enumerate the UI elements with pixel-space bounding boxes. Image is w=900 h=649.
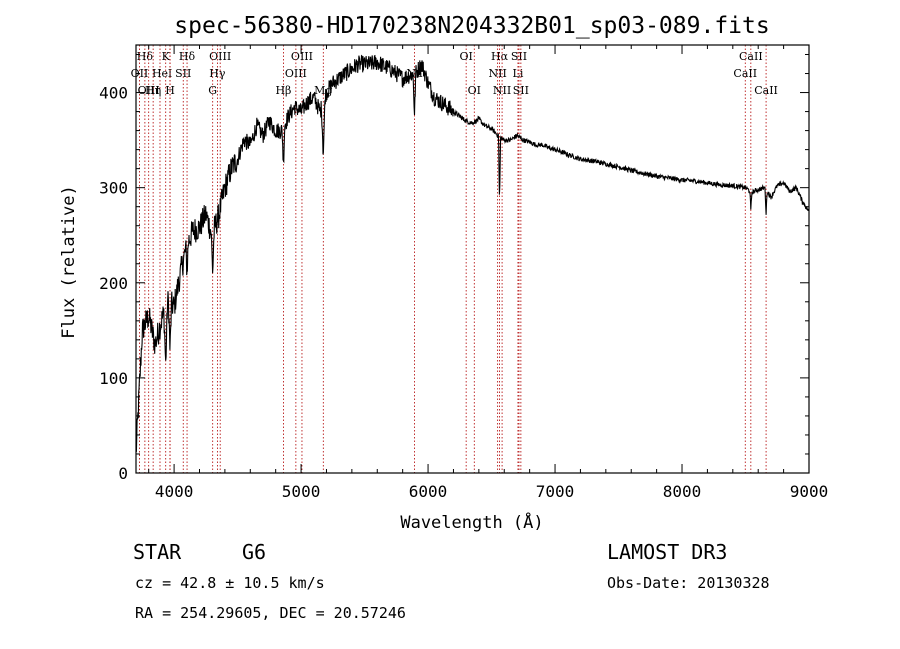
y-tick-label-2: 200: [99, 274, 128, 293]
marker-label-11: Hγ: [209, 67, 226, 80]
coordinates: RA = 254.29605, DEC = 20.57246: [135, 604, 406, 622]
object-subclass: G6: [242, 540, 267, 564]
observation-date: Obs-Date: 20130328: [607, 574, 770, 592]
y-tick-label-4: 400: [99, 84, 128, 103]
plot-frame: [135, 44, 810, 474]
marker-label-14: OIII: [285, 67, 307, 80]
x-tick-label-3: 7000: [536, 482, 575, 501]
marker-label-12: G: [208, 84, 217, 97]
marker-label-21: SII: [511, 50, 527, 63]
y-tick-label-3: 300: [99, 179, 128, 198]
marker-label-20: Hα: [491, 50, 509, 63]
marker-label-2: OIII: [138, 84, 160, 97]
x-tick-label-5: 9000: [790, 482, 829, 501]
marker-label-28: CaII: [754, 84, 778, 97]
x-tick-label-0: 4000: [155, 482, 194, 501]
marker-label-19: OI: [468, 84, 481, 97]
marker-label-5: Hη: [145, 84, 161, 97]
marker-label-8: Hδ: [179, 50, 196, 63]
series-line-flux: [135, 54, 809, 452]
axis-ticks: 4000 5000 6000 7000 8000 9000 0 100 200 300 400: [99, 45, 828, 501]
redshift-value: cz = 42.8 ± 10.5 km/s: [135, 574, 325, 592]
marker-label-22: NII: [488, 67, 506, 80]
y-tick-label-1: 100: [99, 369, 128, 388]
y-axis-label: Flux (relative): [59, 185, 79, 339]
object-class: STAR: [133, 540, 182, 564]
marker-label-4: He: [152, 67, 168, 80]
marker-label-13: OIII: [291, 50, 313, 63]
line-markers: HδOIIOIIIKHeHηIHHδSIIOIIIHγGOIIIOIIIHβMg…: [131, 45, 778, 473]
marker-label-24: NII: [493, 84, 511, 97]
x-tick-label-1: 5000: [282, 482, 321, 501]
survey-name: LAMOST DR3: [607, 540, 728, 564]
y-tick-label-0: 0: [118, 464, 128, 483]
marker-label-25: SII: [513, 84, 529, 97]
chart-title: spec-56380-HD170238N204332B01_sp03-089.f…: [174, 13, 769, 39]
marker-label-7: H: [165, 84, 175, 97]
marker-label-9: SII: [175, 67, 191, 80]
marker-label-15: Hβ: [275, 84, 291, 97]
marker-label-18: OI: [459, 50, 472, 63]
marker-label-26: CaII: [739, 50, 763, 63]
x-axis-label: Wavelength (Å): [400, 511, 543, 533]
marker-label-23: Li: [513, 67, 524, 80]
x-tick-label-2: 6000: [409, 482, 448, 501]
marker-label-3: K: [162, 50, 171, 63]
marker-label-27: CaII: [733, 67, 757, 80]
marker-label-0: Hδ: [137, 50, 154, 63]
marker-label-10: OIII: [209, 50, 231, 63]
x-tick-label-4: 8000: [663, 482, 702, 501]
